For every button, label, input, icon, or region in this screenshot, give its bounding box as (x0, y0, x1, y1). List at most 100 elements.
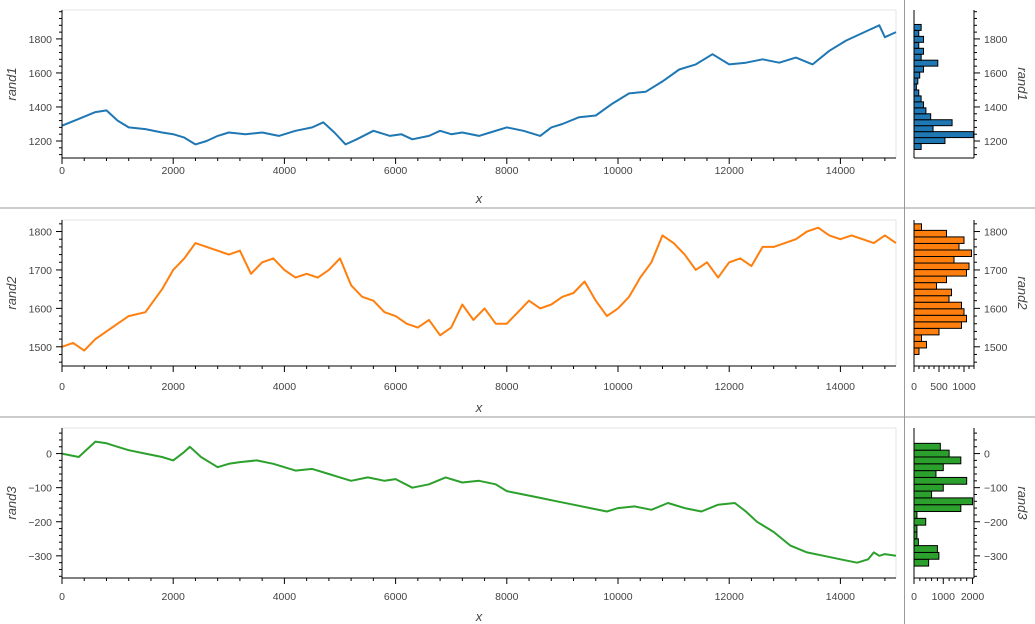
histogram-bar (913, 504, 962, 513)
y-tick-label: 1800 (29, 34, 53, 46)
y-tick-label: 1600 (29, 303, 53, 315)
histogram-bar (913, 456, 962, 465)
x-tick-label: 14000 (826, 591, 855, 603)
histogram-bar (913, 95, 922, 103)
histogram-bar (913, 101, 925, 109)
x-tick-label: 4000 (273, 591, 297, 603)
x-tick-label: 12000 (715, 591, 744, 603)
y-tick-label: −300 (28, 551, 52, 563)
histogram-bar (913, 463, 944, 472)
x-tick-label: 10000 (603, 591, 632, 603)
histogram-bar (913, 256, 955, 264)
histogram-bar (913, 107, 927, 115)
histogram-bar (913, 347, 920, 355)
hist-x-tick-label: 500 (930, 381, 948, 393)
hist-y-tick-label: −100 (984, 483, 1008, 495)
y-axis-label: rand1 (4, 67, 19, 100)
histogram-bar (913, 538, 919, 547)
histogram-bar (913, 223, 922, 231)
x-tick-label: 12000 (715, 165, 744, 177)
x-tick-label: 0 (59, 381, 65, 393)
histogram-bar (913, 249, 972, 257)
y-tick-label: −100 (28, 483, 52, 495)
hist-y-axis-label: rand1 (1015, 67, 1030, 100)
hist-x-tick-label: 1000 (952, 381, 976, 393)
histogram-bar (913, 23, 922, 31)
hist-y-axis-label: rand2 (1015, 276, 1030, 310)
histogram-bar (913, 470, 937, 478)
x-tick-label: 6000 (384, 165, 408, 177)
x-tick-label: 8000 (495, 165, 519, 177)
hist-y-tick-label: 1500 (984, 342, 1008, 354)
hist-x-tick-label: 2000 (961, 591, 985, 603)
y-axis-label: rand2 (4, 276, 19, 310)
histogram-bar (913, 483, 944, 492)
histogram-bar (913, 119, 953, 127)
hist-y-tick-label: −200 (984, 517, 1008, 529)
x-tick-label: 10000 (603, 165, 632, 177)
histogram-bar (913, 340, 927, 349)
histogram-bar (913, 242, 960, 251)
hist-y-tick-label: 0 (984, 449, 990, 461)
x-tick-label: 2000 (162, 591, 186, 603)
x-tick-label: 14000 (826, 165, 855, 177)
histogram-bar (913, 295, 950, 303)
histogram-bar (913, 476, 968, 485)
y-tick-label: 1600 (29, 68, 53, 80)
x-axis-label: x (475, 400, 483, 415)
x-tick-label: 0 (59, 591, 65, 603)
histogram-bar (913, 282, 937, 290)
hist-x-tick-label: 0 (911, 381, 917, 393)
histogram-bar (913, 558, 930, 567)
hist-y-tick-label: 1600 (984, 68, 1008, 80)
hist-y-tick-label: 1600 (984, 303, 1008, 315)
hist-y-tick-label: 1800 (984, 227, 1008, 239)
histogram-bar (913, 301, 962, 310)
timeseries-panel-rand3: 0 2000 4000 6000 8000 10000 12000 14000 −300 −200… (4, 427, 897, 624)
histogram-bar (913, 314, 967, 323)
series-line-rand1 (61, 24, 897, 146)
x-tick-label: 8000 (495, 381, 519, 393)
timeseries-panel-rand1: 0 2000 4000 6000 8000 10000 12000 14000 1200 1400… (4, 9, 897, 206)
x-tick-label: 10000 (603, 381, 632, 393)
histogram-bar (913, 89, 920, 97)
histogram-bar (913, 269, 967, 277)
x-tick-label: 14000 (826, 381, 855, 393)
hist-y-tick-label: −300 (984, 551, 1008, 563)
histogram-bar (913, 59, 939, 67)
histogram-bar (913, 41, 920, 49)
hist-y-tick-label: 1200 (984, 136, 1008, 148)
x-tick-label: 2000 (162, 165, 186, 177)
histogram-panel-rand2: 1500 1600 1700 1800 0 500 1000 rand2 (911, 220, 1030, 393)
histogram-panel-rand3: −300 −200 −100 0 0 1000 2000 rand3 (911, 428, 1030, 603)
x-tick-label: 2000 (162, 381, 186, 393)
histogram-bar (913, 236, 965, 244)
x-tick-label: 6000 (384, 381, 408, 393)
y-tick-label: 1700 (29, 265, 53, 277)
histogram-bar (913, 137, 946, 145)
y-tick-label: 0 (46, 449, 52, 461)
series-line-rand2 (61, 226, 897, 352)
histogram-bar (913, 334, 922, 342)
histogram-bar (913, 35, 925, 43)
histogram-bar (913, 497, 974, 506)
x-axis-label: x (475, 191, 483, 206)
histogram-bar (913, 113, 932, 121)
histogram-bar (913, 53, 922, 61)
hist-x-tick-label: 0 (911, 591, 917, 603)
x-tick-label: 4000 (273, 381, 297, 393)
histogram-bar (913, 321, 962, 329)
x-tick-label: 12000 (715, 381, 744, 393)
y-axis-label: rand3 (4, 486, 19, 520)
timeseries-panel-rand2: 0 2000 4000 6000 8000 10000 12000 14000 1500 1600… (4, 219, 897, 415)
x-tick-label: 6000 (384, 591, 408, 603)
histogram-bar (913, 551, 940, 560)
hist-y-axis-label: rand3 (1015, 486, 1030, 520)
histogram-bar (913, 327, 940, 336)
hist-x-tick-label: 1000 (932, 591, 956, 603)
x-tick-label: 8000 (495, 591, 519, 603)
series-line-rand3 (61, 440, 897, 564)
histogram-bar (913, 71, 921, 79)
histogram-bar (913, 29, 920, 37)
